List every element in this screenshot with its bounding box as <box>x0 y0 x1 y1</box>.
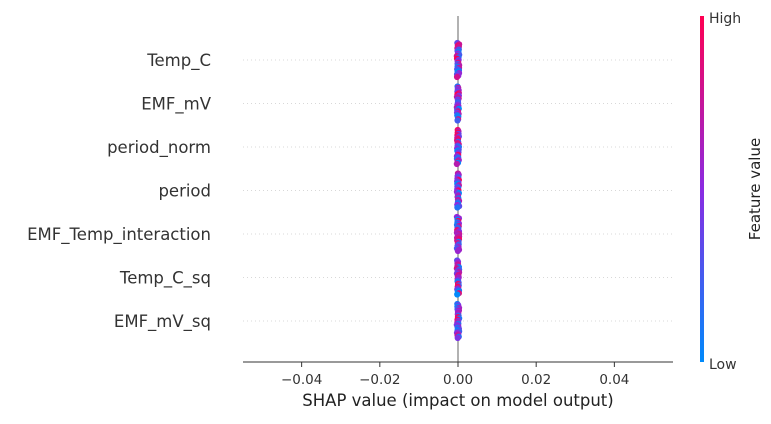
x-tick-label: 0.04 <box>599 372 629 388</box>
x-axis-label: SHAP value (impact on model output) <box>302 391 613 410</box>
feature-label: Temp_C_sq <box>119 269 211 289</box>
feature-label: Temp_C <box>146 51 211 71</box>
x-tick-label: −0.04 <box>281 372 322 388</box>
feature-label: EMF_mV <box>141 95 211 115</box>
shap-point <box>454 334 461 342</box>
colorbar-high-label: High <box>709 11 741 27</box>
shap-point <box>454 204 461 211</box>
shap-point <box>454 117 461 124</box>
x-tick-label: 0.02 <box>521 372 551 388</box>
feature-label: EMF_Temp_interaction <box>27 225 211 245</box>
shap-point <box>454 247 461 255</box>
x-tick-label: 0.00 <box>443 372 473 388</box>
x-tick-label: −0.02 <box>359 372 400 388</box>
colorbar <box>700 16 704 362</box>
colorbar-title: Feature value <box>746 138 764 240</box>
feature-label: period_norm <box>107 138 211 158</box>
colorbar-low-label: Low <box>709 357 737 373</box>
shap-point <box>453 73 461 81</box>
shap-point <box>453 160 460 168</box>
feature-label: period <box>158 182 211 201</box>
x-axis-ticks: −0.04 −0.02 0.00 0.02 0.04 <box>281 362 629 388</box>
shap-point <box>454 291 461 298</box>
feature-label: EMF_mV_sq <box>114 312 211 332</box>
data-points <box>453 39 463 342</box>
